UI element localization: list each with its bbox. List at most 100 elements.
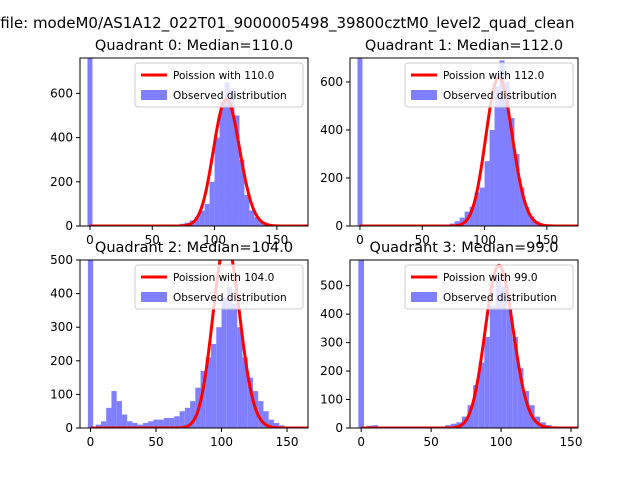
hist-bar (263, 411, 269, 428)
hist-bar (111, 391, 117, 428)
hist-bar (116, 401, 122, 428)
hist-bar (259, 221, 265, 226)
hist-bar (474, 192, 480, 226)
x-tick-label: 100 (210, 435, 233, 449)
hist-bar (184, 407, 191, 428)
hist-bar (229, 88, 235, 226)
quadrant-title: Quadrant 0: Median=110.0 (95, 38, 293, 54)
hist-bar (137, 424, 143, 428)
hist-bar (200, 370, 206, 428)
hist-bar (459, 217, 465, 226)
hist-bar (469, 206, 475, 226)
y-tick-label: 600 (50, 86, 73, 100)
hist-bar (106, 407, 112, 428)
figure-title: n file: modeM0/AS1A12_022T01_9000005498_… (0, 14, 575, 33)
quadrant-title: Quadrant 2: Median=104.0 (95, 240, 293, 256)
hist-bar (509, 118, 515, 226)
hist-bar (199, 210, 205, 226)
hist-bar (450, 423, 457, 428)
hist-bar (489, 305, 496, 428)
hist-bar (242, 357, 248, 428)
y-tick-label: 0 (65, 421, 73, 435)
hist-bar (514, 154, 520, 226)
axes-frame (79, 57, 309, 227)
legend-bar-label: Observed distribution (443, 90, 557, 102)
hist-bar (226, 286, 232, 428)
hist-bar (209, 181, 215, 226)
x-tick-label: 50 (423, 435, 438, 449)
hist-bar (239, 159, 245, 226)
hist-bar (234, 115, 240, 226)
hist-bar (204, 203, 210, 226)
x-tick-label: 0 (357, 435, 365, 449)
legend-box (134, 62, 304, 108)
x-tick-label: 150 (535, 233, 558, 247)
hist-bar (357, 58, 363, 226)
hist-bar (219, 102, 225, 226)
quadrant-title: Quadrant 3: Median=99.0 (370, 240, 559, 256)
x-tick-label: 50 (415, 233, 430, 247)
y-tick-label: 300 (50, 320, 73, 334)
x-tick-label: 100 (490, 435, 513, 449)
x-tick-label: 100 (473, 233, 496, 247)
y-tick-label: 400 (320, 307, 343, 321)
hist-bar (174, 416, 180, 428)
hist-bar (524, 206, 530, 226)
hist-bar (358, 260, 364, 428)
hist-bar (179, 411, 185, 428)
quadrant-1-axes: 0 50 100 150 0 200 400 600 Quadrant 1: Median=11… (320, 38, 579, 247)
x-tick-label: 50 (145, 233, 160, 247)
quadrant-0-axes: 0 50 100 150 0 200 400 600 Quadrant 0: Median=11… (50, 38, 309, 247)
axes-frame (349, 57, 579, 227)
legend-bar-swatch (141, 292, 167, 302)
y-tick-label: 500 (50, 253, 73, 267)
axes-frame (349, 259, 579, 429)
legend-line-label: Poission with 110.0 (173, 70, 274, 82)
hist-bar (148, 421, 154, 428)
hist-bar (499, 60, 505, 226)
hist-bar (506, 308, 513, 428)
hist-bar (95, 424, 101, 428)
poisson-line (89, 97, 308, 226)
legend-line-label: Poission with 99.0 (443, 272, 538, 284)
hist-bar (484, 161, 490, 226)
hist-bar (523, 390, 530, 428)
legend-line-label: Poission with 104.0 (173, 272, 274, 284)
hist-bar (494, 86, 500, 226)
y-tick-label: 400 (50, 131, 73, 145)
legend-bar-label: Observed distribution (173, 292, 287, 304)
legend-bar-label: Observed distribution (173, 90, 287, 102)
hist-bar (512, 336, 518, 428)
hist-bar (211, 344, 217, 428)
quadrant-title: Quadrant 1: Median=112.0 (365, 38, 563, 54)
y-tick-label: 100 (320, 393, 343, 407)
hist-bar (100, 421, 107, 428)
hist-bar (224, 82, 230, 226)
axes-frame (79, 259, 309, 429)
quadrant-3-axes: 0 50 100 150 0 100 200 300 400 500 Quadrant 3: Med… (320, 240, 582, 449)
legend-bar-swatch (141, 90, 167, 100)
legend-box (404, 264, 574, 310)
legend-bar-swatch (411, 292, 437, 302)
y-tick-label: 500 (320, 279, 343, 293)
hist-bar (467, 405, 474, 428)
y-tick-label: 200 (50, 175, 73, 189)
y-tick-label: 100 (50, 387, 73, 401)
y-tick-label: 200 (50, 354, 73, 368)
hist-bar (484, 336, 490, 428)
hist-bar (214, 137, 220, 226)
x-tick-label: 150 (265, 233, 288, 247)
hist-bar (221, 296, 227, 428)
hist-bar (529, 216, 535, 226)
hist-bar (479, 187, 485, 226)
poisson-line (90, 260, 308, 428)
hist-bar (237, 327, 243, 428)
y-tick-label: 200 (320, 364, 343, 378)
y-tick-label: 0 (335, 219, 343, 233)
legend-box (404, 62, 574, 108)
hist-bar (121, 414, 128, 428)
hist-bar (517, 368, 524, 428)
hist-bar (249, 210, 255, 226)
